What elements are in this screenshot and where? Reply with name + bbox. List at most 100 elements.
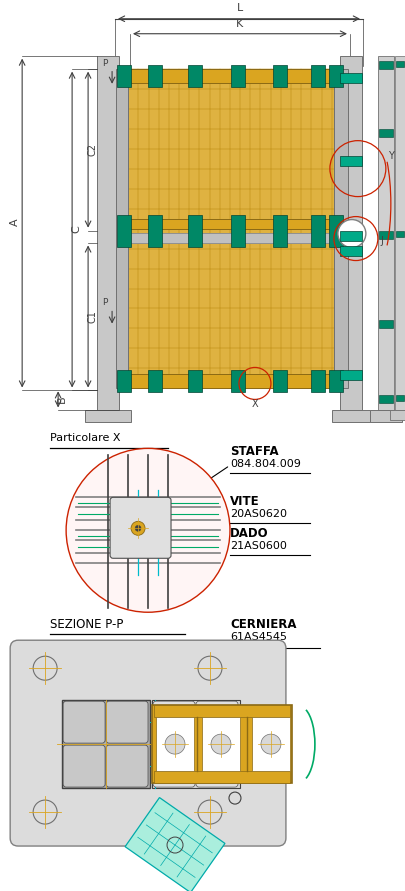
Text: STAFFA: STAFFA <box>229 446 278 458</box>
Bar <box>118 374 341 388</box>
Bar <box>378 321 392 329</box>
Bar <box>148 65 162 86</box>
Bar <box>339 246 361 256</box>
Bar <box>395 396 403 402</box>
Bar <box>377 56 393 411</box>
Polygon shape <box>125 797 224 891</box>
Bar <box>339 231 361 241</box>
FancyBboxPatch shape <box>106 745 148 787</box>
Text: C2: C2 <box>87 143 97 156</box>
Text: C1: C1 <box>87 310 97 323</box>
Text: J: J <box>380 235 383 246</box>
Circle shape <box>260 734 280 754</box>
Bar <box>378 396 392 404</box>
Bar <box>339 156 361 166</box>
Bar <box>188 215 202 247</box>
Bar <box>272 215 286 247</box>
Bar <box>116 69 128 388</box>
Text: DADO: DADO <box>229 527 268 540</box>
Circle shape <box>337 219 365 248</box>
Bar <box>378 61 392 69</box>
Bar <box>188 371 202 392</box>
Bar <box>328 215 342 247</box>
Circle shape <box>33 800 57 824</box>
Circle shape <box>33 656 57 680</box>
FancyBboxPatch shape <box>63 745 105 787</box>
Text: K: K <box>236 19 243 29</box>
Bar <box>148 371 162 392</box>
Bar <box>118 69 341 83</box>
Bar <box>97 56 119 411</box>
Circle shape <box>211 734 230 754</box>
Circle shape <box>198 800 222 824</box>
Bar <box>230 371 244 392</box>
Text: L: L <box>236 3 243 12</box>
Bar <box>339 371 361 380</box>
Text: VITE: VITE <box>229 495 259 509</box>
Bar <box>339 73 361 83</box>
Text: A: A <box>10 219 20 226</box>
Bar <box>272 371 286 392</box>
Text: 61AS4545: 61AS4545 <box>229 633 286 642</box>
Circle shape <box>131 521 145 535</box>
Bar <box>394 56 404 411</box>
FancyBboxPatch shape <box>63 701 105 743</box>
FancyBboxPatch shape <box>106 701 148 743</box>
Text: P: P <box>102 298 107 307</box>
Text: 21AS0600: 21AS0600 <box>229 542 286 552</box>
Bar <box>156 717 194 771</box>
Bar <box>62 700 150 788</box>
Bar <box>310 371 324 392</box>
FancyBboxPatch shape <box>196 701 237 743</box>
Bar <box>339 56 361 411</box>
Text: C: C <box>71 225 81 233</box>
Bar <box>117 215 131 247</box>
Bar <box>202 717 239 771</box>
Text: X: X <box>251 399 258 409</box>
FancyBboxPatch shape <box>153 745 194 787</box>
Bar <box>151 700 239 788</box>
Bar <box>395 231 403 236</box>
Circle shape <box>198 656 222 680</box>
Bar <box>188 65 202 86</box>
Text: Y: Y <box>387 151 393 160</box>
Bar <box>395 61 403 67</box>
Circle shape <box>66 448 229 612</box>
Bar <box>118 218 341 229</box>
Bar <box>272 65 286 86</box>
Bar <box>378 231 392 239</box>
Bar <box>328 65 342 86</box>
Bar <box>118 233 341 242</box>
Bar <box>378 128 392 136</box>
Bar <box>151 705 291 783</box>
Bar <box>230 215 244 247</box>
Circle shape <box>135 526 141 531</box>
Text: 084.804.009: 084.804.009 <box>229 460 300 470</box>
Bar <box>328 371 342 392</box>
FancyBboxPatch shape <box>10 641 285 846</box>
FancyBboxPatch shape <box>110 497 171 559</box>
Bar <box>310 215 324 247</box>
Text: CERNIERA: CERNIERA <box>229 618 296 631</box>
Circle shape <box>164 734 185 754</box>
Bar <box>230 65 244 86</box>
Bar <box>117 65 131 86</box>
FancyBboxPatch shape <box>196 745 237 787</box>
Bar <box>252 717 289 771</box>
Text: 20AS0620: 20AS0620 <box>229 510 286 519</box>
Text: B: B <box>57 396 67 404</box>
Bar <box>153 705 289 717</box>
Text: P: P <box>102 59 107 68</box>
Bar <box>153 771 289 783</box>
Bar <box>148 215 162 247</box>
Bar <box>117 371 131 392</box>
Bar <box>333 69 347 388</box>
FancyBboxPatch shape <box>153 701 194 743</box>
Bar <box>118 69 341 388</box>
Bar <box>389 411 405 421</box>
Text: Particolare X: Particolare X <box>50 433 120 444</box>
Bar <box>369 411 401 422</box>
Bar <box>85 411 131 422</box>
Bar <box>331 411 369 422</box>
Text: SEZIONE P-P: SEZIONE P-P <box>50 618 123 631</box>
